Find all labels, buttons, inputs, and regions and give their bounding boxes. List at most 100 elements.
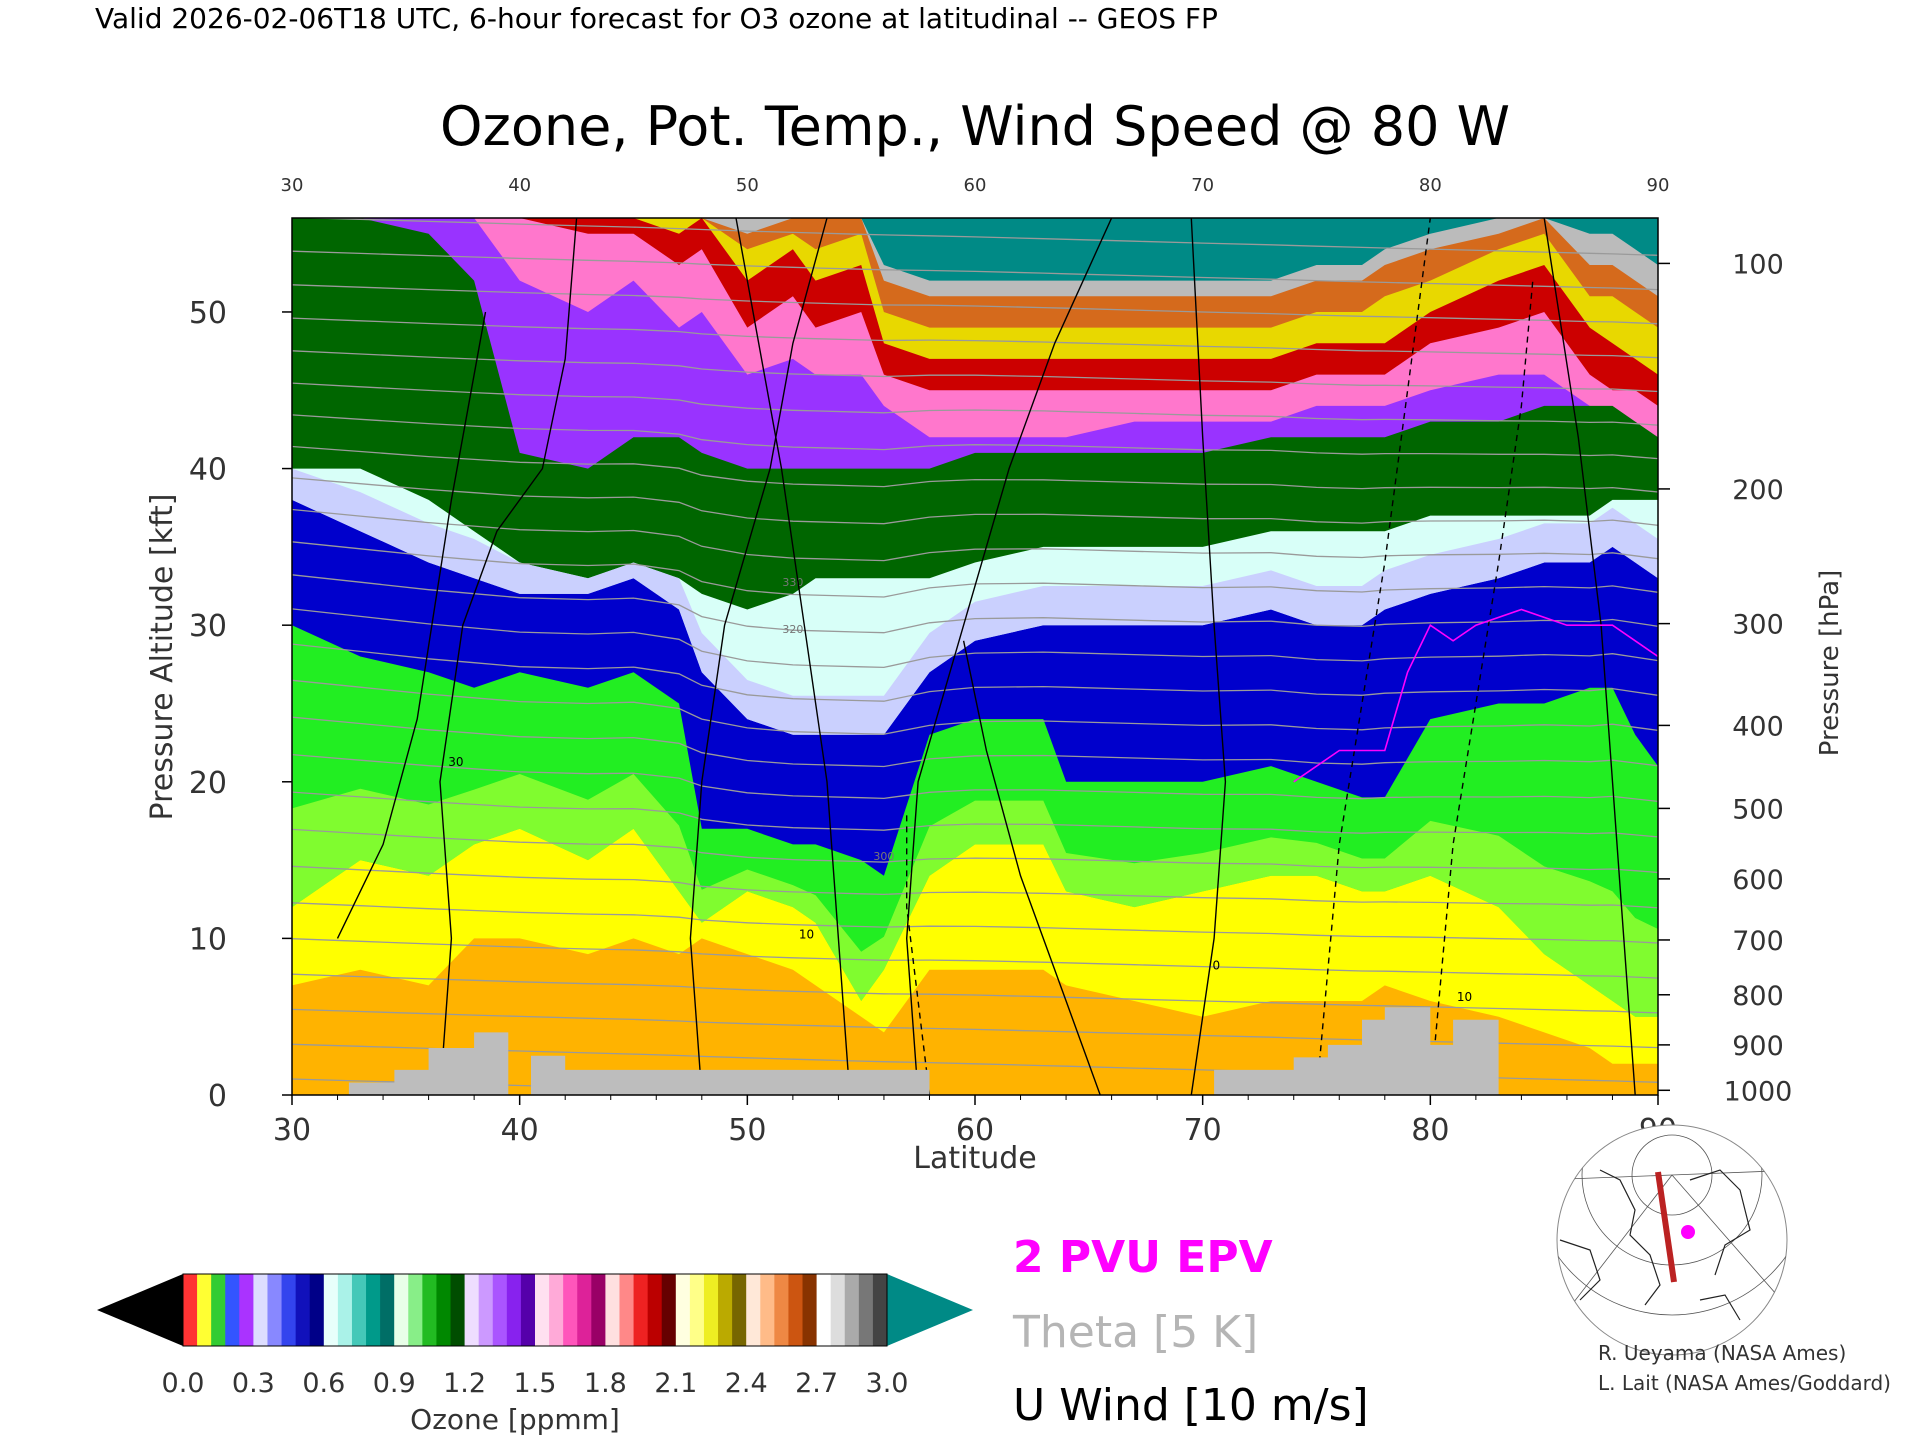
credit-line-1: R. Ueyama (NASA Ames) bbox=[1598, 1341, 1846, 1365]
colorbar-swatch bbox=[183, 1274, 198, 1346]
colorbar-swatch bbox=[774, 1274, 789, 1346]
colorbar-swatch bbox=[844, 1274, 860, 1346]
colorbar-tick-label: 1.2 bbox=[443, 1368, 486, 1399]
theta-contour bbox=[293, 218, 1658, 256]
x-tick-label: 30 bbox=[273, 1113, 311, 1148]
colorbar-tick-label: 0.3 bbox=[232, 1368, 275, 1399]
colorbar-swatch bbox=[253, 1274, 268, 1346]
y-tick-label: 40 bbox=[189, 453, 227, 488]
y-tick-label: 30 bbox=[189, 609, 227, 644]
colorbar-swatch bbox=[337, 1274, 353, 1346]
x-axis-label: Latitude bbox=[913, 1141, 1036, 1176]
wind-contour-negative bbox=[906, 813, 931, 1095]
colorbar-swatch bbox=[619, 1274, 635, 1346]
x-tick-label: 60 bbox=[956, 1113, 994, 1148]
x-tick-label-top: 30 bbox=[281, 175, 304, 196]
wind-contour-label: 0 bbox=[1213, 959, 1221, 973]
theta-contour bbox=[292, 643, 1658, 702]
colorbar-swatch bbox=[605, 1274, 620, 1346]
x-tick-label-top: 80 bbox=[1419, 175, 1442, 196]
y-axis-label: Pressure Altitude [kft] bbox=[145, 494, 180, 821]
theta-contour bbox=[292, 865, 1658, 909]
legend-theta: Theta [5 K] bbox=[1012, 1307, 1258, 1358]
y-tick-label: 50 bbox=[189, 296, 227, 331]
colorbar-swatch bbox=[746, 1274, 761, 1346]
colorbar-swatch bbox=[520, 1274, 536, 1346]
colorbar-swatch bbox=[872, 1274, 888, 1346]
theta-contour bbox=[292, 508, 1658, 562]
colorbar-swatch bbox=[436, 1274, 452, 1346]
x-tick-label: 50 bbox=[728, 1113, 766, 1148]
colorbar-tick-label: 3.0 bbox=[866, 1368, 909, 1399]
theta-contour bbox=[292, 828, 1658, 874]
plot-area: 330 320 300 30 10 0 10 bbox=[292, 218, 1658, 1095]
colorbar-tick-label: 2.7 bbox=[795, 1368, 838, 1399]
map-meridian bbox=[1671, 1174, 1787, 1311]
theta-contour bbox=[292, 317, 1658, 359]
wind-contour bbox=[336, 311, 487, 939]
map-marker bbox=[1681, 1225, 1695, 1239]
colorbar-swatch bbox=[535, 1274, 550, 1346]
colorbar-swatch bbox=[577, 1274, 592, 1346]
legend-pv: 2 PVU EPV bbox=[1013, 1232, 1273, 1283]
pressure-tick-label: 200 bbox=[1732, 475, 1784, 506]
colorbar-label: Ozone [ppmm] bbox=[410, 1403, 620, 1436]
wind-contour bbox=[735, 218, 851, 1095]
locator-map bbox=[1556, 1124, 1788, 1356]
colorbar-over-arrow bbox=[887, 1274, 973, 1346]
pressure-tick-label: 1000 bbox=[1724, 1076, 1793, 1107]
colorbar-swatch bbox=[267, 1274, 283, 1346]
colorbar-swatch bbox=[506, 1274, 522, 1346]
theta-contour-label: 300 bbox=[873, 850, 894, 863]
x-tick-label-top: 90 bbox=[1647, 175, 1670, 196]
colorbar-swatch bbox=[309, 1274, 325, 1346]
colorbar-swatch bbox=[295, 1274, 311, 1346]
theta-contour bbox=[292, 250, 1658, 291]
map-section-line bbox=[1655, 1171, 1677, 1283]
ozone-band-orange bbox=[292, 938, 1658, 1095]
pressure-tick-label: 400 bbox=[1732, 711, 1784, 742]
colorbar-swatch bbox=[830, 1274, 846, 1346]
colorbar-tick-label: 2.4 bbox=[725, 1368, 768, 1399]
colorbar-swatch bbox=[492, 1274, 508, 1346]
map-latitude-ring bbox=[1631, 1134, 1713, 1216]
colorbar-swatch bbox=[591, 1274, 606, 1346]
colorbar: 0.0 0.3 0.6 0.9 1.2 1.5 1.8 2.1 2.4 2.7 3.0 bbox=[97, 1273, 973, 1399]
wind-contour-negative bbox=[1429, 280, 1534, 1095]
colorbar-swatch bbox=[323, 1274, 339, 1346]
theta-contour bbox=[292, 679, 1658, 735]
colorbar-swatch bbox=[211, 1274, 226, 1346]
colorbar-swatch bbox=[689, 1274, 705, 1346]
map-globe bbox=[1556, 1124, 1788, 1356]
wind-contour-negative bbox=[1315, 218, 1431, 1095]
colorbar-swatch bbox=[802, 1274, 818, 1346]
pressure-tick-label: 500 bbox=[1732, 794, 1784, 825]
colorbar-swatch bbox=[732, 1274, 747, 1346]
x-tick-label-top: 70 bbox=[1191, 175, 1214, 196]
colorbar-swatch bbox=[394, 1274, 409, 1346]
colorbar-swatch bbox=[351, 1274, 367, 1346]
colorbar-swatch bbox=[239, 1274, 254, 1346]
colorbar-swatch bbox=[647, 1274, 663, 1346]
theta-contour bbox=[292, 902, 1658, 944]
colorbar-tick-label: 1.8 bbox=[584, 1368, 627, 1399]
colorbar-swatch bbox=[549, 1274, 564, 1346]
wind-contour-label: 10 bbox=[799, 927, 814, 941]
colorbar-swatch bbox=[703, 1274, 719, 1346]
colorbar-tick-label: 2.1 bbox=[654, 1368, 697, 1399]
colorbar-swatch bbox=[450, 1274, 466, 1346]
ozone-band-lavender bbox=[292, 468, 1658, 735]
colorbar-swatch bbox=[760, 1274, 775, 1346]
colorbar-tick-label: 1.5 bbox=[514, 1368, 557, 1399]
map-meridian bbox=[1559, 1174, 1673, 1321]
theta-contour bbox=[292, 938, 1658, 979]
ozone-band-lime bbox=[292, 774, 1658, 1017]
x-tick-label-top: 40 bbox=[508, 175, 531, 196]
pressure-tick-label: 800 bbox=[1732, 981, 1784, 1012]
y-tick-label: 0 bbox=[208, 1079, 227, 1114]
valid-line: Valid 2026-02-06T18 UTC, 6-hour forecast… bbox=[95, 2, 1218, 35]
colorbar-swatch bbox=[422, 1274, 437, 1346]
colorbar-under-arrow bbox=[97, 1274, 183, 1346]
theta-contour bbox=[292, 414, 1658, 460]
pressure-tick-label: 600 bbox=[1732, 865, 1784, 896]
